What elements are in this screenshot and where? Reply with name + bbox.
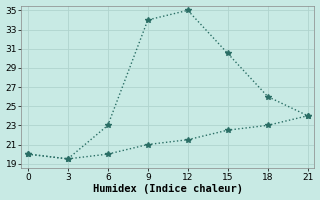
X-axis label: Humidex (Indice chaleur): Humidex (Indice chaleur): [93, 184, 243, 194]
